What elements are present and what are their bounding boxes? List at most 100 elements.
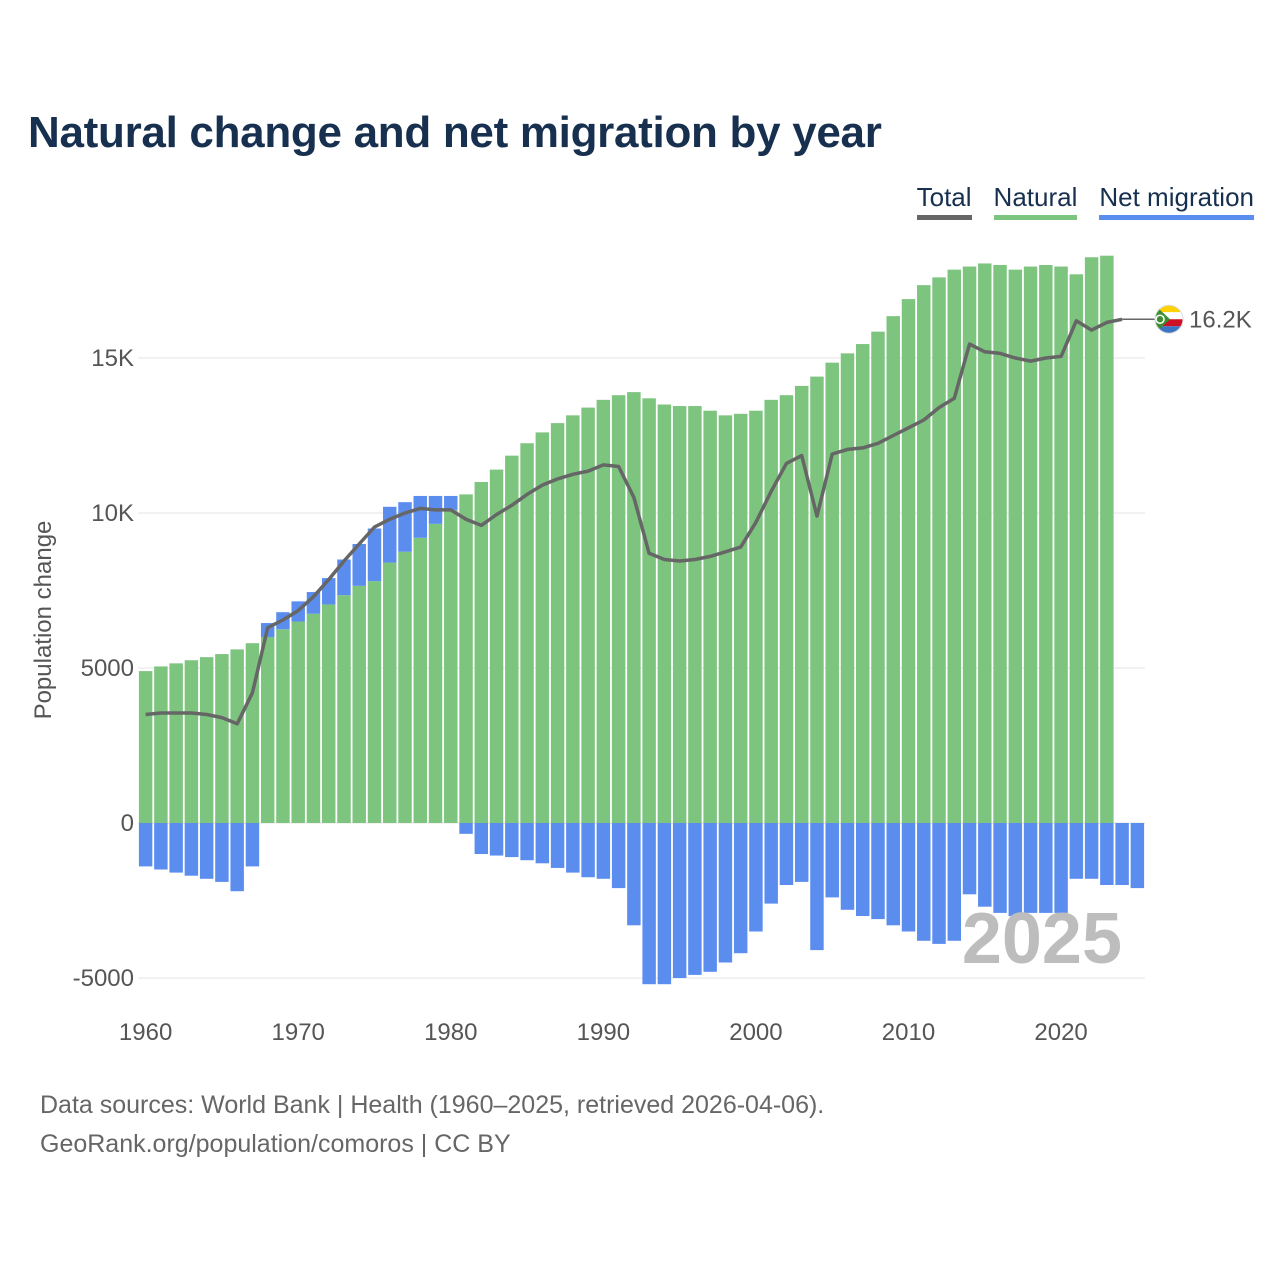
net-migration-bar[interactable] bbox=[444, 495, 458, 510]
natural-bar[interactable] bbox=[733, 413, 748, 823]
net-migration-bar[interactable] bbox=[505, 823, 519, 858]
natural-bar[interactable] bbox=[688, 406, 702, 823]
natural-bar[interactable] bbox=[825, 362, 839, 823]
natural-bar[interactable] bbox=[718, 415, 733, 823]
net-migration-bar[interactable] bbox=[627, 823, 641, 926]
net-migration-bar[interactable] bbox=[489, 823, 504, 856]
natural-bar[interactable] bbox=[1008, 269, 1023, 823]
natural-bar[interactable] bbox=[199, 657, 214, 823]
net-migration-bar[interactable] bbox=[1115, 823, 1129, 885]
net-migration-bar[interactable] bbox=[978, 823, 992, 907]
net-migration-bar[interactable] bbox=[810, 823, 824, 951]
natural-bar[interactable] bbox=[810, 376, 824, 823]
natural-bar[interactable] bbox=[703, 410, 717, 823]
natural-bar[interactable] bbox=[642, 398, 656, 823]
natural-bar[interactable] bbox=[138, 671, 153, 823]
natural-bar[interactable] bbox=[794, 385, 809, 823]
natural-bar[interactable] bbox=[962, 266, 977, 823]
natural-bar[interactable] bbox=[947, 269, 962, 823]
natural-bar[interactable] bbox=[383, 562, 397, 823]
net-migration-bar[interactable] bbox=[337, 559, 351, 596]
net-migration-bar[interactable] bbox=[1008, 823, 1023, 916]
net-migration-bar[interactable] bbox=[886, 823, 900, 926]
net-migration-bar[interactable] bbox=[718, 823, 733, 963]
attribution-link[interactable]: GeoRank.org/population/comoros | CC BY bbox=[40, 1130, 511, 1158]
net-migration-bar[interactable] bbox=[764, 823, 778, 904]
natural-bar[interactable] bbox=[550, 423, 565, 823]
natural-bar[interactable] bbox=[474, 482, 489, 823]
natural-bar[interactable] bbox=[581, 407, 595, 823]
natural-bar[interactable] bbox=[672, 406, 687, 823]
natural-bar[interactable] bbox=[779, 395, 794, 823]
net-migration-bar[interactable] bbox=[199, 823, 214, 879]
natural-bar[interactable] bbox=[978, 263, 992, 823]
natural-bar[interactable] bbox=[871, 331, 885, 823]
net-migration-bar[interactable] bbox=[245, 823, 260, 867]
net-migration-bar[interactable] bbox=[1039, 823, 1053, 913]
net-migration-bar[interactable] bbox=[856, 823, 870, 916]
net-migration-bar[interactable] bbox=[398, 502, 412, 552]
net-migration-bar[interactable] bbox=[474, 823, 489, 854]
natural-bar[interactable] bbox=[398, 551, 412, 823]
natural-bar[interactable] bbox=[596, 399, 611, 823]
legend-natural[interactable]: Natural bbox=[993, 182, 1078, 220]
net-migration-bar[interactable] bbox=[672, 823, 687, 978]
net-migration-bar[interactable] bbox=[1084, 823, 1099, 879]
natural-bar[interactable] bbox=[520, 443, 534, 823]
net-migration-bar[interactable] bbox=[1130, 823, 1145, 889]
net-migration-bar[interactable] bbox=[932, 823, 946, 944]
natural-bar[interactable] bbox=[413, 537, 427, 823]
natural-bar[interactable] bbox=[932, 277, 946, 823]
natural-bar[interactable] bbox=[245, 643, 260, 823]
natural-bar[interactable] bbox=[1069, 274, 1084, 823]
net-migration-bar[interactable] bbox=[901, 823, 916, 932]
natural-bar[interactable] bbox=[184, 660, 199, 823]
net-migration-bar[interactable] bbox=[871, 823, 885, 920]
net-migration-bar[interactable] bbox=[825, 823, 839, 898]
natural-bar[interactable] bbox=[230, 649, 244, 823]
net-migration-bar[interactable] bbox=[733, 823, 748, 954]
net-migration-bar[interactable] bbox=[1100, 823, 1114, 885]
net-migration-bar[interactable] bbox=[779, 823, 794, 885]
net-migration-bar[interactable] bbox=[917, 823, 931, 941]
legend-total[interactable]: Total bbox=[916, 182, 972, 220]
legend-net-migration[interactable]: Net migration bbox=[1099, 182, 1254, 220]
net-migration-bar[interactable] bbox=[947, 823, 962, 941]
natural-bar[interactable] bbox=[749, 410, 763, 823]
natural-bar[interactable] bbox=[352, 585, 366, 823]
net-migration-bar[interactable] bbox=[596, 823, 611, 879]
total-line[interactable] bbox=[145, 317, 1123, 726]
natural-bar[interactable] bbox=[459, 494, 473, 823]
natural-bar[interactable] bbox=[611, 395, 626, 823]
natural-bar[interactable] bbox=[993, 265, 1007, 823]
net-migration-bar[interactable] bbox=[138, 823, 153, 867]
natural-bar[interactable] bbox=[886, 316, 900, 823]
natural-bar[interactable] bbox=[1100, 255, 1114, 823]
natural-bar[interactable] bbox=[428, 523, 443, 823]
net-migration-bar[interactable] bbox=[154, 823, 168, 870]
natural-bar[interactable] bbox=[489, 469, 504, 823]
net-migration-bar[interactable] bbox=[566, 823, 580, 873]
natural-bar[interactable] bbox=[367, 581, 382, 823]
net-migration-bar[interactable] bbox=[642, 823, 656, 985]
net-migration-bar[interactable] bbox=[794, 823, 809, 882]
natural-bar[interactable] bbox=[306, 613, 321, 823]
natural-bar[interactable] bbox=[444, 509, 458, 823]
net-migration-bar[interactable] bbox=[962, 823, 977, 895]
net-migration-bar[interactable] bbox=[215, 823, 229, 882]
net-migration-bar[interactable] bbox=[1054, 823, 1068, 913]
net-migration-bar[interactable] bbox=[367, 528, 382, 582]
natural-bar[interactable] bbox=[1084, 257, 1099, 823]
net-migration-bar[interactable] bbox=[383, 506, 397, 563]
natural-bar[interactable] bbox=[337, 595, 351, 823]
net-migration-bar[interactable] bbox=[1023, 823, 1038, 913]
natural-bar[interactable] bbox=[566, 415, 580, 823]
net-migration-bar[interactable] bbox=[169, 823, 183, 873]
natural-bar[interactable] bbox=[535, 432, 550, 823]
net-migration-bar[interactable] bbox=[688, 823, 702, 975]
net-migration-bar[interactable] bbox=[611, 823, 626, 889]
natural-bar[interactable] bbox=[627, 392, 641, 823]
natural-bar[interactable] bbox=[856, 344, 870, 823]
net-migration-bar[interactable] bbox=[413, 495, 427, 538]
net-migration-bar[interactable] bbox=[520, 823, 534, 861]
